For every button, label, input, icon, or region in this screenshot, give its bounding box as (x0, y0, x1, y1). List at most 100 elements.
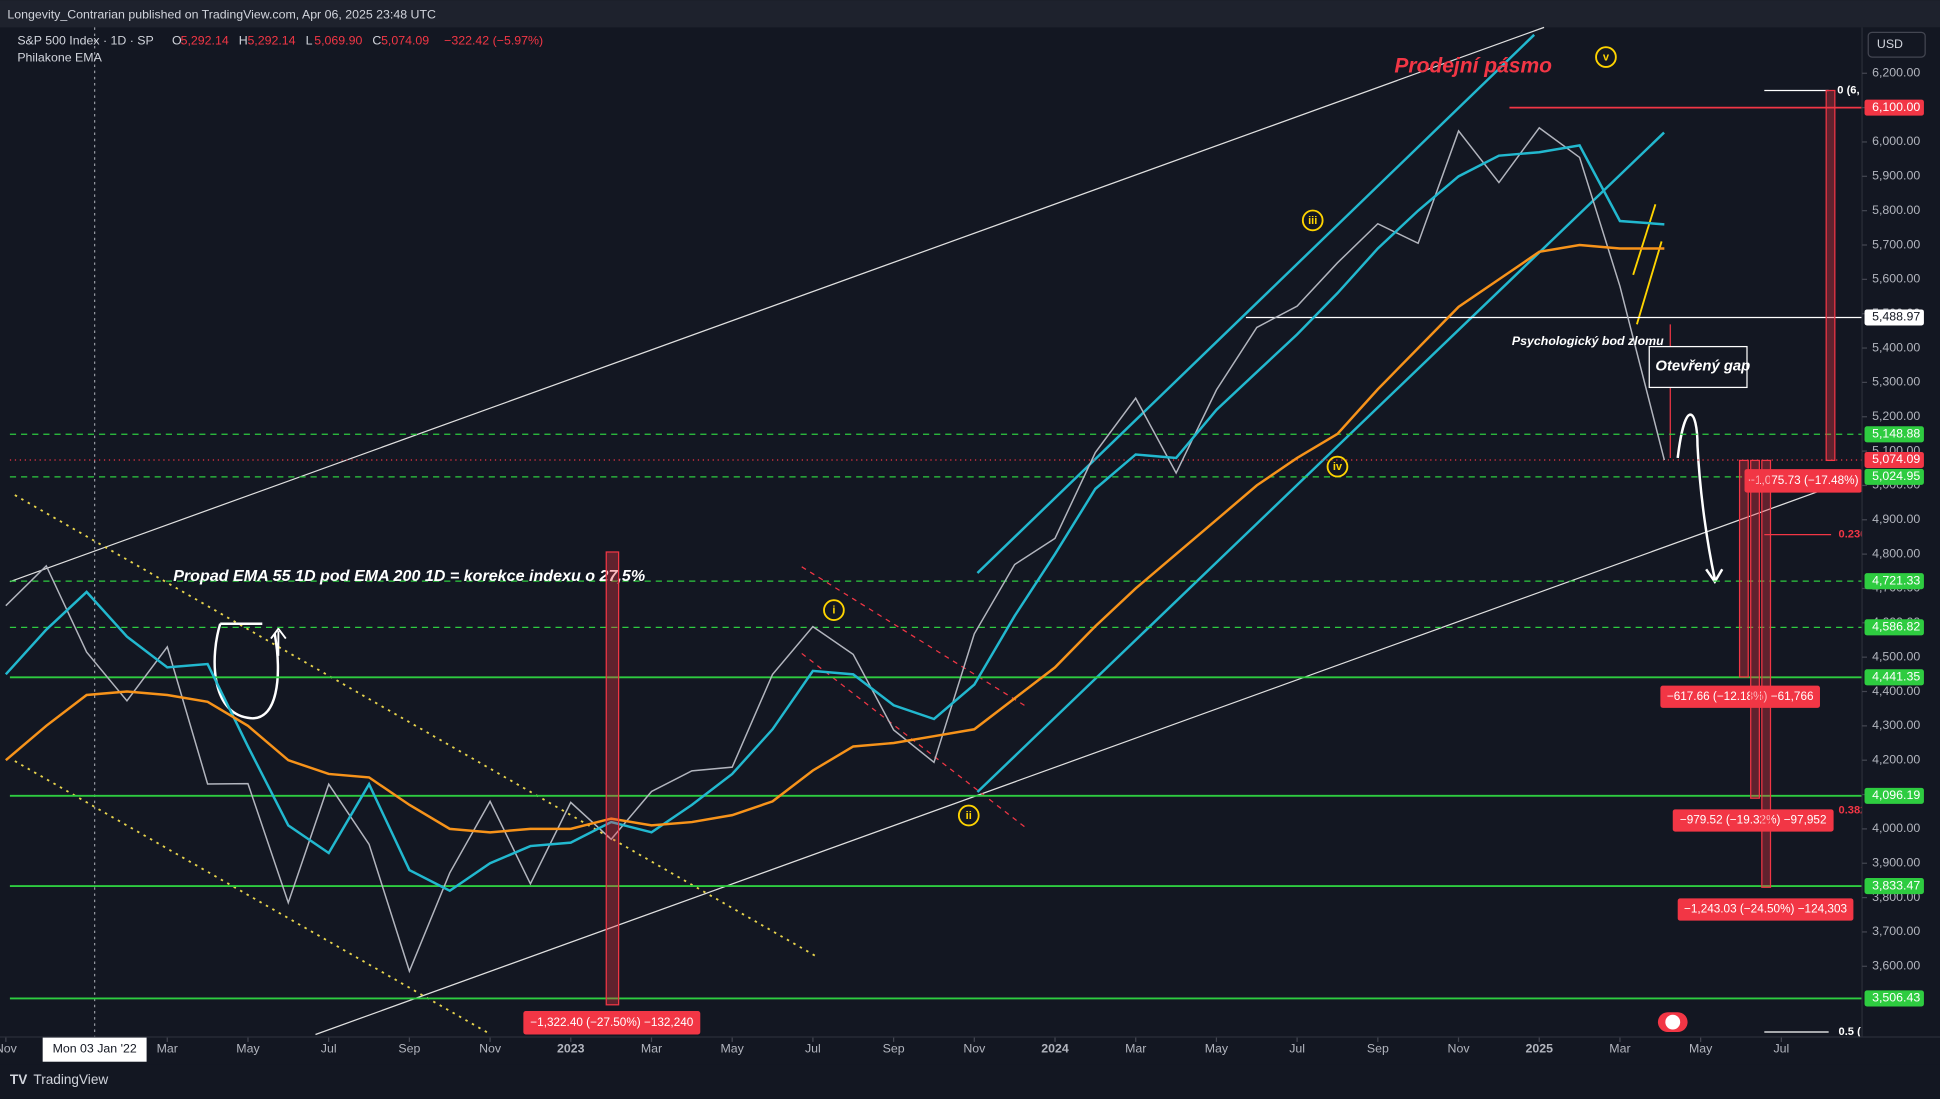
series-layer (4, 126, 1666, 974)
header-bar (0, 0, 1940, 28)
wave-circle (1595, 46, 1617, 68)
x-tick-label: Mar (1125, 1042, 1146, 1056)
measure-range (1761, 459, 1772, 888)
wave-circle (1326, 455, 1349, 478)
ohlc-value: 5,292.14 (181, 33, 229, 47)
y-tick-label: 6,200.00 (1872, 66, 1920, 80)
legend-indicator: Philakone EMA (17, 51, 102, 65)
y-tick-label: 4,400.00 (1872, 684, 1920, 698)
price-level-label: 4,096.19 (1872, 788, 1920, 802)
currency[interactable]: USD (1877, 37, 1903, 51)
y-tick-label: 4,000.00 (1872, 821, 1920, 835)
y-tick-label: 5,600.00 (1872, 272, 1920, 286)
wave-label: v (1603, 52, 1610, 64)
x-tick-label: Sep (883, 1042, 905, 1056)
price-level-box (1864, 990, 1924, 1007)
y-tick-label: 6,000.00 (1872, 134, 1920, 148)
wave-label: iii (1308, 215, 1317, 227)
wave-circle (1301, 209, 1324, 232)
annotation: Prodejní pásmo (1394, 55, 1552, 78)
measure-range (1825, 89, 1836, 462)
measure-label: −1,322.40 (−27.50%) −132,240 (530, 1016, 693, 1029)
price-level-label: 3,833.47 (1872, 878, 1920, 892)
measure-box (1672, 809, 1834, 832)
price-level-box (1864, 99, 1924, 116)
x-tick-label: May (721, 1042, 745, 1056)
fib-label: 0.5 ( (1839, 1026, 1862, 1038)
y-tick-label: 4,500.00 (1872, 649, 1920, 663)
x-tick-label: 2025 (1525, 1042, 1553, 1056)
x-tick-label: 2023 (557, 1042, 585, 1056)
wave-label: i (832, 605, 835, 617)
ohlc-key: O (172, 33, 182, 47)
publisher: Longevity_Contrarian published on Tradin… (7, 7, 436, 21)
measure-label: −979.52 (−19.32%) −97,952 (1680, 814, 1827, 827)
ohlc-value: 5,292.14 (247, 33, 295, 47)
price-level-box (1864, 426, 1924, 443)
y-tick-label: 4,900.00 (1872, 512, 1920, 526)
measure-label: −1,075.73 (−17.48%) (1748, 474, 1858, 487)
measure-label: −617.66 (−12.18%) −61,766 (1667, 690, 1814, 703)
y-tick-label: 5,700.00 (1872, 237, 1920, 251)
y-tick-label: 5,300.00 (1872, 375, 1920, 389)
measure-range (605, 551, 620, 1006)
measure-box (1677, 898, 1854, 921)
measure-range (1738, 459, 1749, 678)
y-tick-label: 5,800.00 (1872, 203, 1920, 217)
price-level-label: 5,074.09 (1872, 452, 1920, 466)
ohlc-value: 5,069.90 (314, 33, 362, 47)
wave-circle (823, 599, 845, 621)
annotation-layer: Prodejní pásmo Psychologický bod zlomu Ote… (173, 46, 1867, 1038)
price-level-label: 4,441.35 (1872, 670, 1920, 684)
fib-label: 0.382 (1839, 804, 1867, 816)
price-level-box (1864, 573, 1924, 590)
price-level-box (1864, 669, 1924, 686)
x-tick-label: May (1689, 1042, 1713, 1056)
footer-logo: TV (10, 1072, 27, 1087)
grid-layer (9, 27, 1863, 1037)
x-tick-label: May (1205, 1042, 1229, 1056)
price-level-label: 4,721.33 (1872, 573, 1920, 587)
wave-circle (957, 804, 980, 827)
currency-button[interactable] (1867, 31, 1926, 58)
x-tick-label: 2024 (1041, 1042, 1069, 1056)
measure-box (523, 1010, 701, 1035)
y-tick-label: 4,200.00 (1872, 752, 1920, 766)
price-level-box (1864, 878, 1924, 895)
price-level-box (1864, 619, 1924, 636)
price-level-label: 6,100.00 (1872, 100, 1920, 114)
x-tick-label: Jul (321, 1042, 337, 1056)
drawings (9, 26, 1832, 1036)
legend-symbol: S&P 500 Index · 1D · SP (17, 33, 153, 47)
crosshair-box (42, 1036, 147, 1062)
crosshair-label: Mon 03 Jan '22 (53, 1042, 137, 1056)
price-level-label: 3,506.43 (1872, 991, 1920, 1005)
x-tick-label: Mar (157, 1042, 178, 1056)
x-tick-label: Mar (641, 1042, 662, 1056)
x-tick-label: Jul (1289, 1042, 1305, 1056)
x-tick-label: Nov (963, 1042, 986, 1056)
annotation: Otevřený gap (1655, 358, 1750, 374)
fib-label: 0.236 (1839, 529, 1867, 541)
x-tick-label: Jul (805, 1042, 821, 1056)
ohlc-change: −322.42 (−5.97%) (444, 33, 543, 47)
x-tick-label: Nov (479, 1042, 502, 1056)
x-tick-label: Sep (1367, 1042, 1389, 1056)
series-line (4, 144, 1665, 893)
y-tick-label: 3,600.00 (1872, 959, 1920, 973)
footer-brand: TradingView (33, 1072, 108, 1087)
y-tick-label: 5,900.00 (1872, 169, 1920, 183)
ohlc-value: 5,074.09 (381, 33, 429, 47)
price-level-box (1864, 309, 1924, 326)
wave-label: iv (1333, 461, 1343, 473)
x-tick-label: Jul (1773, 1042, 1789, 1056)
price-level-box (1864, 468, 1924, 485)
price-level-box (1864, 787, 1924, 804)
annotation: Propad EMA 55 1D pod EMA 200 1D = korekc… (173, 567, 645, 585)
fib-label: 0 (6, (1837, 84, 1859, 96)
axis-layer: 3,600.003,700.003,800.003,900.004,000.00… (0, 66, 1924, 1062)
series-line (5, 126, 1666, 974)
